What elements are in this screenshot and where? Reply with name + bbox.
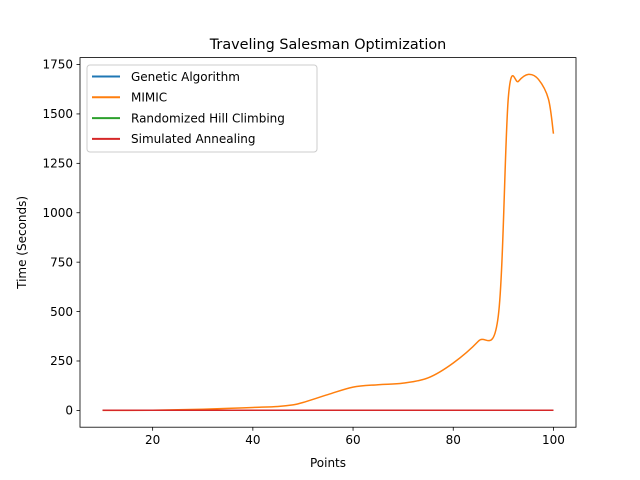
y-tick-label: 0: [65, 404, 73, 418]
y-tick-label: 250: [50, 354, 73, 368]
chart-title: Traveling Salesman Optimization: [209, 37, 447, 53]
plot-frame: [79, 57, 577, 428]
x-axis: 20 40 60 80 100: [145, 427, 565, 447]
y-tick-label: 750: [50, 255, 73, 269]
y-tick-label: 1250: [42, 157, 73, 171]
x-tick-label: 80: [446, 433, 461, 447]
legend-label-randomized-hill-climbing: Randomized Hill Climbing: [131, 111, 285, 125]
legend: Genetic Algorithm MIMIC Randomized Hill Cl…: [86, 64, 318, 153]
legend-label-simulated-annealing: Simulated Annealing: [131, 132, 256, 146]
legend-label-genetic-algorithm: Genetic Algorithm: [131, 70, 240, 84]
y-tick-label: 500: [50, 305, 73, 319]
y-tick-label: 1500: [42, 107, 73, 121]
y-axis-label: Time (Seconds): [15, 196, 29, 290]
y-tick-label: 1000: [42, 206, 73, 220]
x-axis-label: Points: [310, 456, 346, 470]
x-tick-label: 100: [542, 433, 565, 447]
series-lines: [102, 73, 555, 412]
x-tick-label: 60: [345, 433, 360, 447]
legend-label-mimic: MIMIC: [131, 91, 167, 105]
legend-box: [86, 64, 318, 153]
y-tick-label: 1750: [42, 58, 73, 72]
x-tick-label: 40: [245, 433, 260, 447]
x-tick-label: 20: [145, 433, 160, 447]
series-line-mimic: [102, 73, 555, 412]
y-axis: 0 250 500 750 1000 1250 1500 1750: [42, 58, 80, 418]
